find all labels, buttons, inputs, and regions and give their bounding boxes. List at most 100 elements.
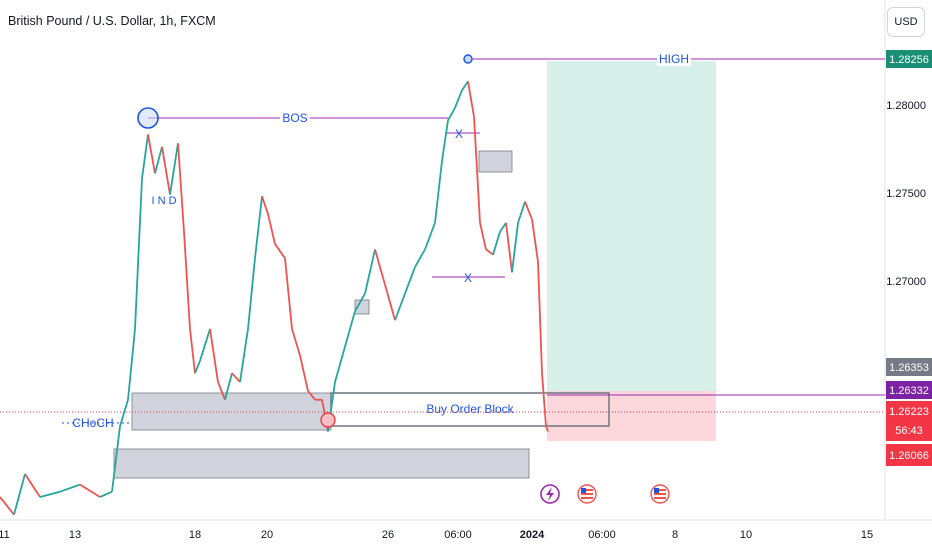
x-marker-label-upper: X xyxy=(455,127,463,141)
choch-level-label: CHoCH xyxy=(72,416,113,430)
stop-price-badge[interactable] xyxy=(886,444,932,466)
price-segment[interactable] xyxy=(424,222,436,250)
gray-price-badge[interactable] xyxy=(886,358,932,376)
price-segment[interactable] xyxy=(517,201,526,224)
price-segment[interactable] xyxy=(447,107,456,121)
price-segment[interactable] xyxy=(119,399,129,427)
price-segment[interactable] xyxy=(492,231,501,255)
price-segment[interactable] xyxy=(59,483,81,493)
price-segment[interactable] xyxy=(441,120,449,162)
entry-price-badge[interactable] xyxy=(886,381,932,399)
price-segment[interactable] xyxy=(291,328,301,356)
price-segment[interactable] xyxy=(531,219,539,262)
price-segment[interactable] xyxy=(254,196,263,259)
price-segment[interactable] xyxy=(479,222,487,250)
price-segment[interactable] xyxy=(217,381,226,401)
x-tick-label: 26 xyxy=(382,529,394,541)
x-tick-label: 2024 xyxy=(520,529,545,541)
price-segment[interactable] xyxy=(177,143,185,232)
price-segment[interactable] xyxy=(284,258,293,330)
price-segment[interactable] xyxy=(224,372,233,400)
low-marker-circle[interactable] xyxy=(320,412,336,428)
bos-label-bg xyxy=(280,111,310,125)
price-segment[interactable] xyxy=(414,248,426,268)
bos-marker-circle[interactable] xyxy=(137,107,159,129)
price-segment[interactable] xyxy=(354,293,366,312)
x-marker-label-lower: X xyxy=(464,271,472,285)
price-segment[interactable] xyxy=(261,196,269,215)
price-segment[interactable] xyxy=(24,473,41,498)
price-segment[interactable] xyxy=(404,266,416,294)
price-segment[interactable] xyxy=(434,160,443,223)
long-stop-area[interactable] xyxy=(547,391,716,441)
currency-button[interactable]: USD xyxy=(887,7,925,37)
price-segment[interactable] xyxy=(344,311,356,347)
price-segment[interactable] xyxy=(454,89,463,109)
price-segment[interactable] xyxy=(307,390,316,401)
price-segment[interactable] xyxy=(499,222,507,233)
price-segment[interactable] xyxy=(169,143,179,195)
supply-zone-small[interactable] xyxy=(478,150,513,173)
price-segment[interactable] xyxy=(485,248,494,256)
x-tick-label: 15 xyxy=(861,529,873,541)
price-segment[interactable] xyxy=(111,426,121,492)
price-segment[interactable] xyxy=(183,231,191,330)
price-segment[interactable] xyxy=(39,490,61,498)
x-tick-label: 18 xyxy=(189,529,201,541)
price-segment[interactable] xyxy=(505,222,513,273)
high-level-label: HIGH xyxy=(659,52,689,66)
price-segment[interactable] xyxy=(79,483,101,498)
price-segment[interactable] xyxy=(194,360,201,374)
price-segment[interactable] xyxy=(374,249,386,286)
price-segment[interactable] xyxy=(384,284,396,321)
price-segment[interactable] xyxy=(247,258,256,330)
long-target-area[interactable] xyxy=(547,61,716,391)
y-tick-label: 1.27000 xyxy=(886,276,926,288)
price-segment[interactable] xyxy=(394,293,406,321)
price-segment[interactable] xyxy=(99,490,113,498)
price-segment[interactable] xyxy=(189,328,196,374)
y-tick-label: 1.28000 xyxy=(886,100,926,112)
price-segment[interactable] xyxy=(161,146,171,195)
high-marker-circle[interactable] xyxy=(463,54,473,64)
price-segment[interactable] xyxy=(147,134,156,174)
us-flag-event-icon[interactable] xyxy=(577,484,597,504)
price-segment[interactable] xyxy=(239,328,249,383)
high-label-bg xyxy=(657,52,691,66)
price-segment[interactable] xyxy=(127,328,136,400)
price-segment[interactable] xyxy=(209,328,219,383)
price-segment[interactable] xyxy=(537,261,543,374)
gray-price-badge-text: 1.26353 xyxy=(889,362,929,374)
x-tick-label: 06:00 xyxy=(588,529,616,541)
price-segment[interactable] xyxy=(467,81,475,117)
bos-level-label: BOS xyxy=(282,111,307,125)
last-price-badge[interactable] xyxy=(886,401,932,441)
price-segment[interactable] xyxy=(364,249,376,294)
price-segment[interactable] xyxy=(299,355,309,392)
x-tick-label: 11 xyxy=(0,529,10,541)
price-segment[interactable] xyxy=(267,213,276,245)
demand-zone-lower[interactable] xyxy=(113,448,530,479)
lightning-event-icon[interactable] xyxy=(540,484,560,504)
price-segment[interactable] xyxy=(199,328,211,362)
price-segment[interactable] xyxy=(274,243,286,259)
us-flag-event-icon-2[interactable] xyxy=(650,484,670,504)
symbol-title: British Pound / U.S. Dollar, 1h, FXCM xyxy=(8,14,216,28)
price-segment[interactable] xyxy=(231,372,241,383)
price-segment[interactable] xyxy=(524,201,533,220)
price-segment[interactable] xyxy=(141,134,149,179)
price-segment[interactable] xyxy=(134,178,143,330)
price-segment[interactable] xyxy=(13,473,26,515)
price-segment[interactable] xyxy=(334,346,346,383)
ind-annotation-label: I N D xyxy=(151,195,176,207)
stop-price-badge-text: 1.26066 xyxy=(889,450,929,462)
price-segment[interactable] xyxy=(541,373,547,427)
price-segment[interactable] xyxy=(461,80,469,91)
price-segment[interactable] xyxy=(545,425,549,432)
price-segment[interactable] xyxy=(473,116,481,223)
high-price-badge[interactable] xyxy=(886,50,932,68)
price-segment[interactable] xyxy=(511,222,519,273)
price-segment[interactable] xyxy=(154,146,163,174)
price-segment[interactable] xyxy=(0,496,15,516)
